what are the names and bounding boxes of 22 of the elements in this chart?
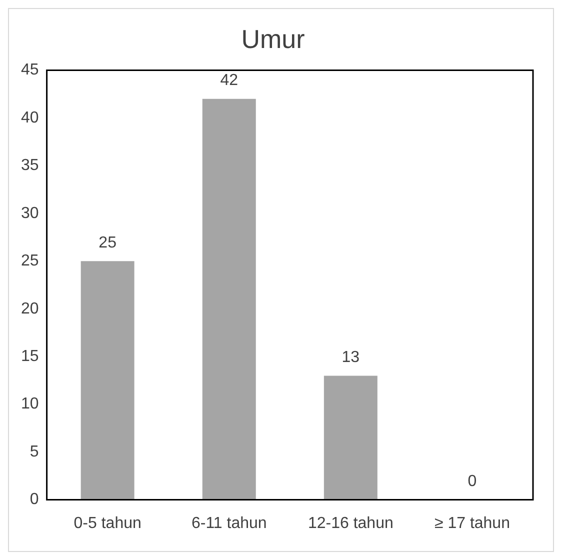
data-label: 25 — [98, 234, 117, 252]
y-tick-label: 45 — [21, 62, 39, 79]
data-label: 42 — [220, 72, 238, 90]
y-tick-label: 40 — [21, 109, 39, 126]
x-tick-label: ≥ 17 tahun — [434, 514, 510, 532]
y-tick-label: 0 — [30, 491, 39, 508]
y-tick-label: 20 — [21, 300, 39, 318]
y-tick-label: 35 — [21, 157, 39, 174]
y-tick-label: 25 — [21, 252, 39, 270]
bar — [80, 261, 134, 500]
y-tick-label: 10 — [21, 396, 39, 413]
x-tick-label: 12-16 tahun — [308, 514, 394, 532]
bar — [324, 376, 378, 500]
x-tick-label: 0-5 tahun — [74, 514, 142, 532]
data-label: 13 — [342, 349, 360, 366]
bar — [202, 98, 256, 500]
x-tick-label: 6-11 tahun — [191, 514, 267, 532]
y-tick-label: 15 — [21, 348, 39, 366]
y-tick-label: 30 — [21, 204, 39, 222]
chart-title: Umur — [241, 24, 306, 54]
y-tick-label: 5 — [30, 443, 39, 460]
data-label: 0 — [468, 473, 477, 490]
